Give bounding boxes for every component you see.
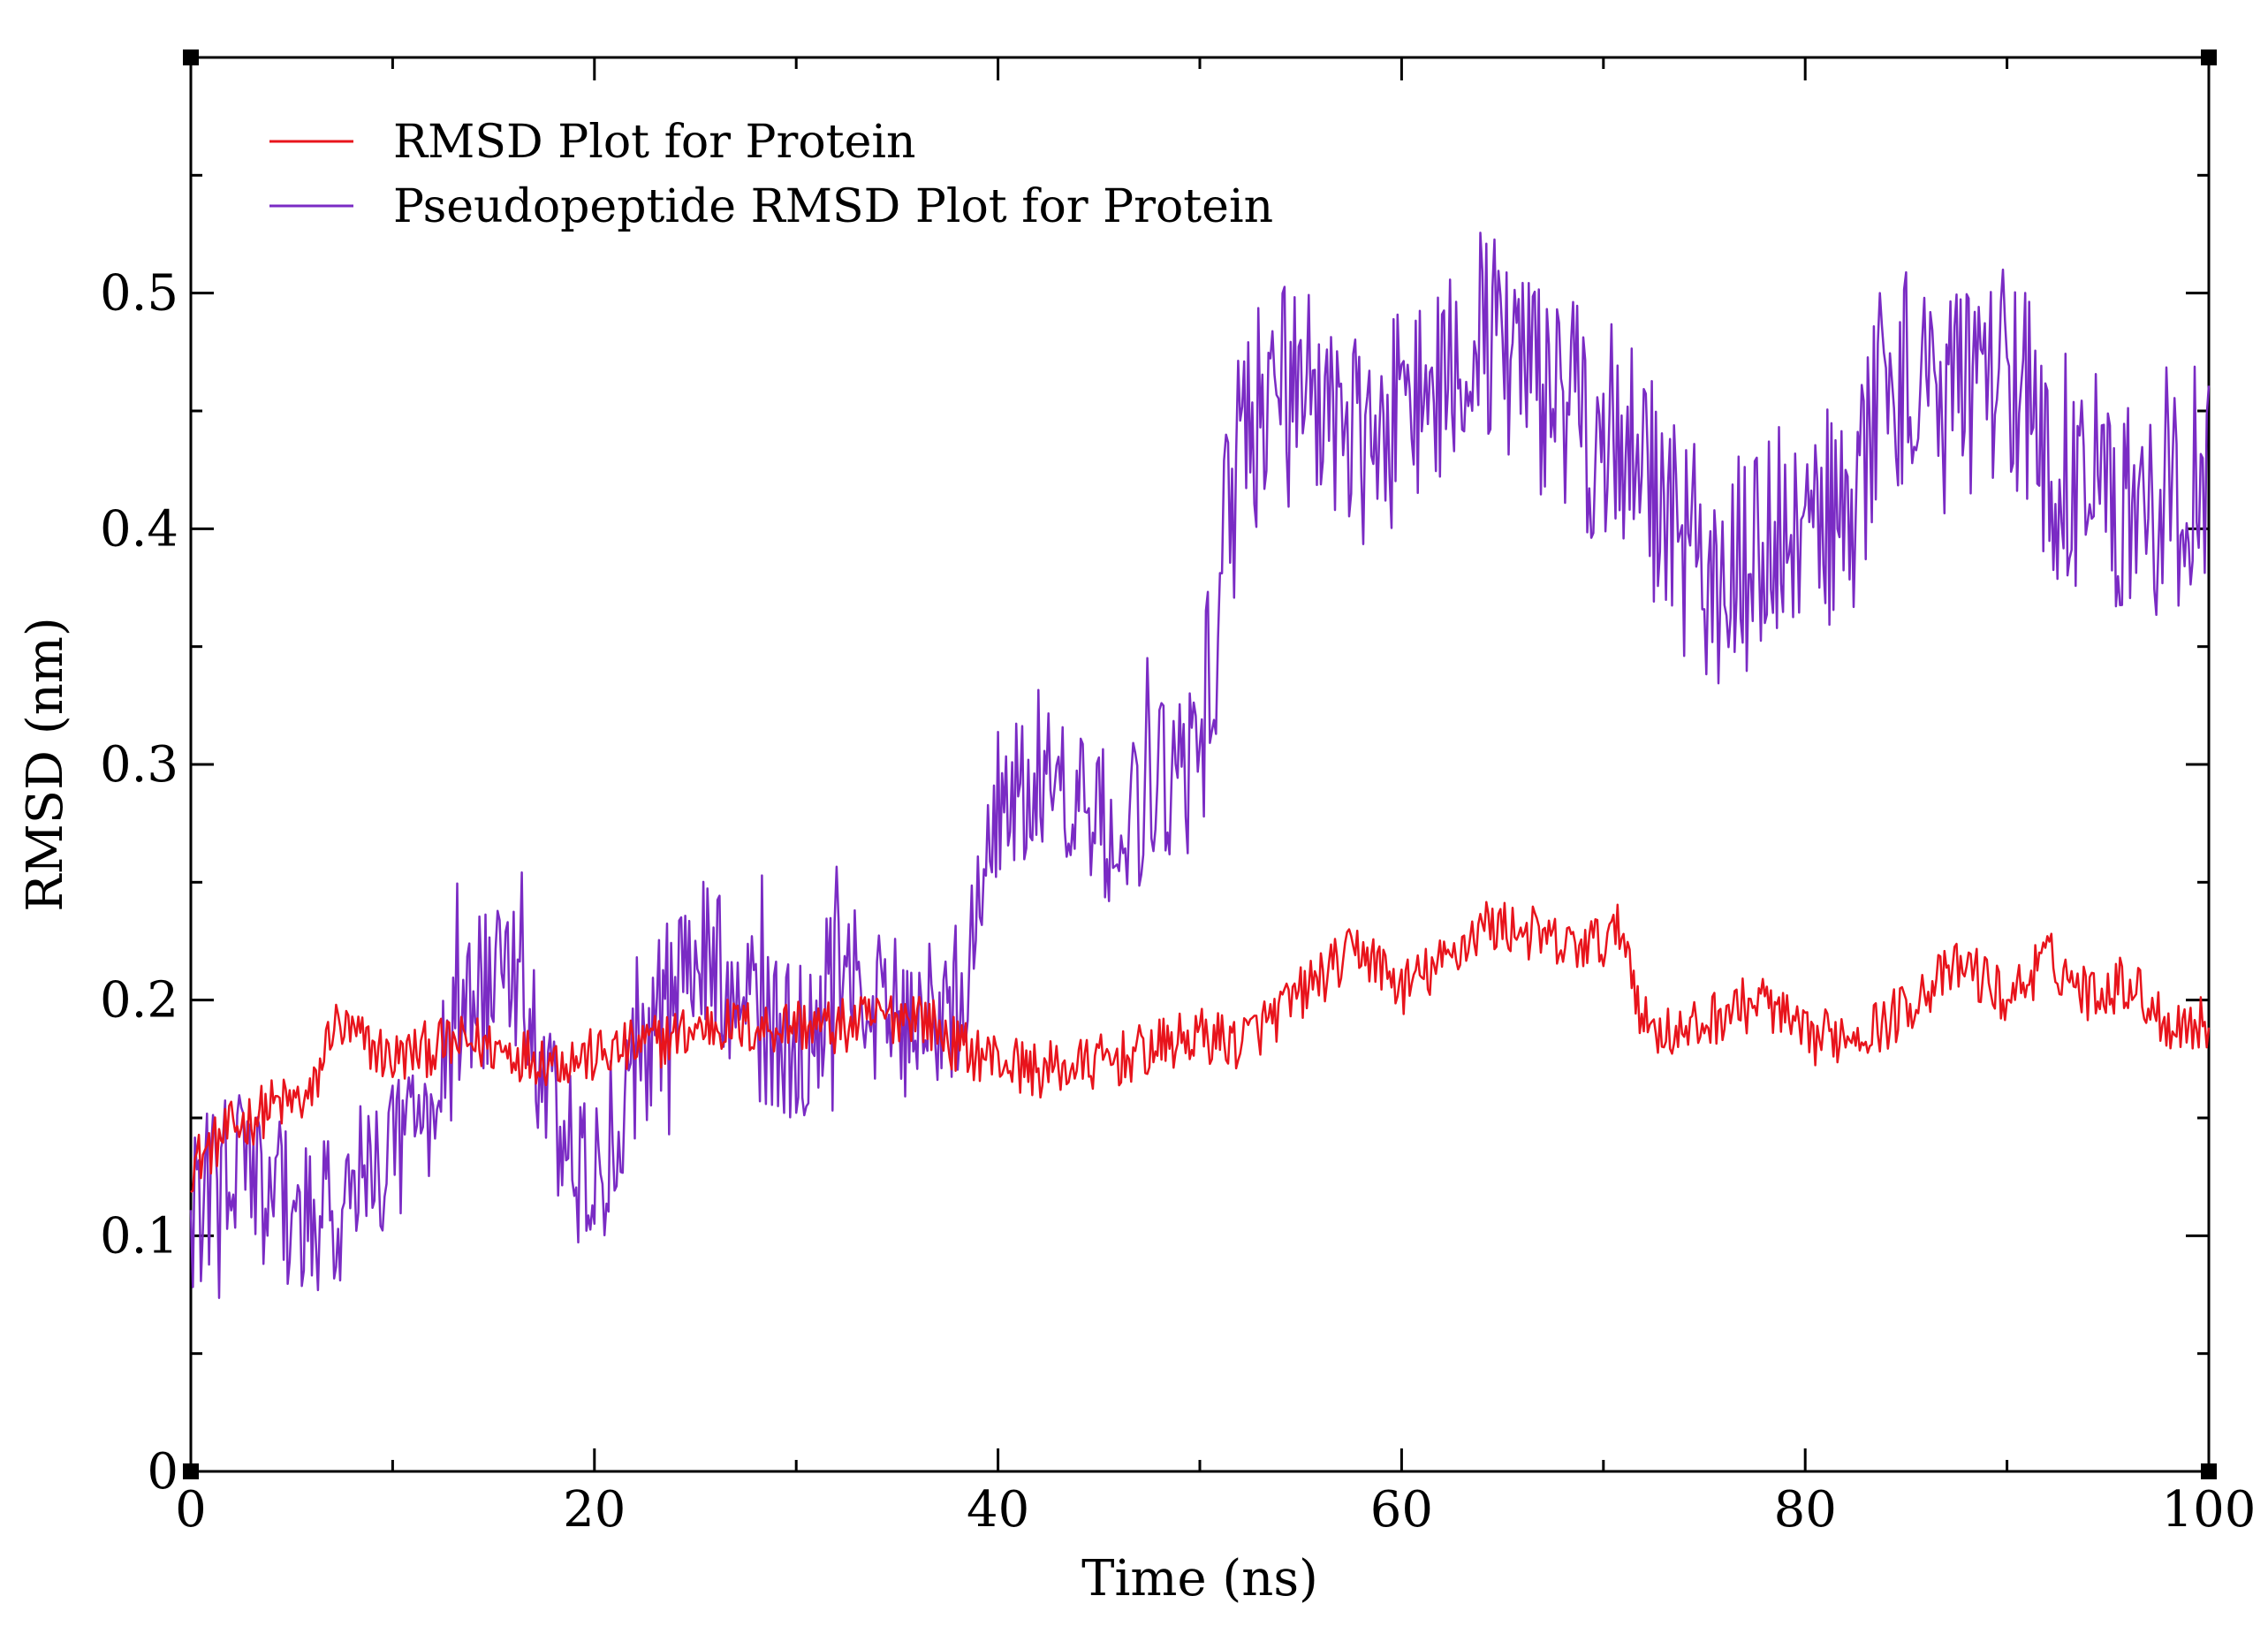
legend-label-pseudopeptide: Pseudopeptide RMSD Plot for Protein bbox=[393, 180, 1273, 233]
series-line-protein bbox=[190, 901, 2211, 1194]
series-layer bbox=[189, 232, 2211, 1299]
x-tick-label: 60 bbox=[1370, 1481, 1433, 1539]
x-tick-label: 20 bbox=[563, 1481, 626, 1539]
y-tick-label: 0.5 bbox=[100, 265, 178, 323]
legend-label-protein: RMSD Plot for Protein bbox=[393, 116, 915, 169]
y-tick-label: 0.2 bbox=[100, 972, 178, 1030]
legend: RMSD Plot for Protein Pseudopeptide RMSD… bbox=[269, 116, 1273, 233]
x-tick-label: 40 bbox=[967, 1481, 1029, 1539]
x-tick-label: 80 bbox=[1774, 1481, 1837, 1539]
x-axis-title: Time (ns) bbox=[1081, 1550, 1318, 1607]
y-tick-label: 0.3 bbox=[100, 736, 178, 794]
y-tick-label: 0.1 bbox=[100, 1207, 178, 1265]
y-tick-label: 0.4 bbox=[100, 500, 178, 558]
y-tick-label: 0 bbox=[147, 1443, 178, 1501]
x-tick-label: 0 bbox=[175, 1481, 207, 1539]
x-tick-label: 100 bbox=[2162, 1481, 2257, 1539]
y-axis-title: RMSD (nm) bbox=[17, 617, 74, 911]
x-axis: 0 20 40 60 80 100 bbox=[175, 57, 2256, 1539]
y-axis: 0 0.1 0.2 0.3 0.4 0.5 bbox=[100, 173, 2209, 1501]
